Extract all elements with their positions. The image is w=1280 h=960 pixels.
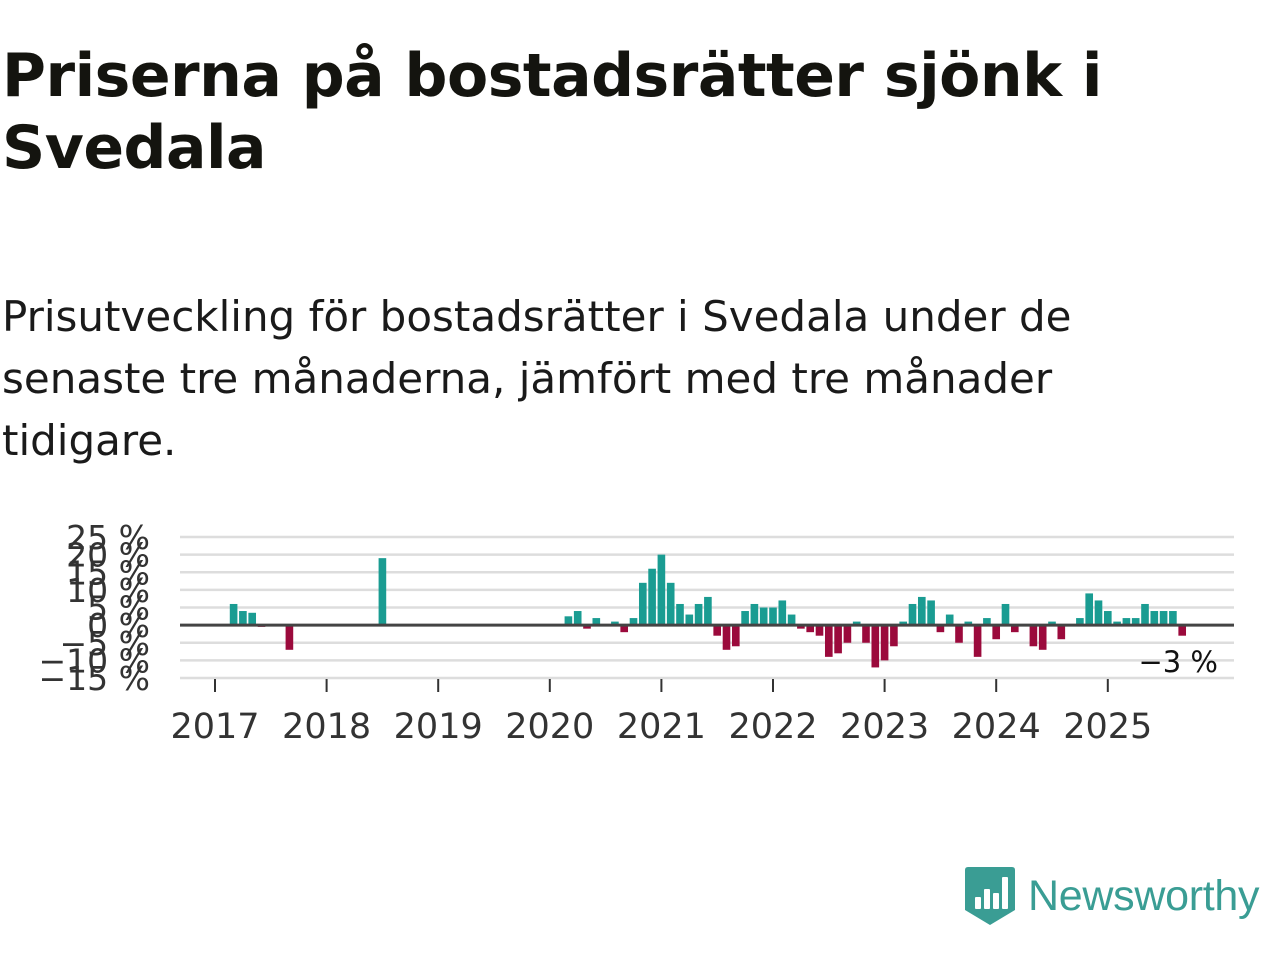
- bar: [248, 612, 257, 626]
- bar: [908, 603, 917, 626]
- bar: [239, 611, 247, 626]
- bar: [787, 614, 796, 626]
- bar: [629, 618, 638, 626]
- bar: [1048, 621, 1056, 626]
- bar: [797, 625, 805, 629]
- bar-chart: 25 %20 %15 %10 %5 %0 %−5 %−10 %−15 % 201…: [39, 518, 1234, 740]
- bar: [927, 600, 935, 626]
- newsworthy-logo: Newsworthy: [964, 864, 1259, 928]
- x-tick-label: 2023: [840, 707, 929, 740]
- x-tick-label: 2019: [394, 707, 483, 740]
- x-tick-label: 2021: [617, 707, 706, 740]
- bar: [880, 625, 889, 661]
- bar: [638, 582, 647, 626]
- x-tick-label: 2022: [728, 707, 817, 740]
- bar: [741, 611, 749, 626]
- bar: [285, 625, 294, 650]
- bar: [676, 603, 684, 626]
- bar: [917, 596, 926, 626]
- page-title: Priserna på bostadsrätter sjönk i Svedal…: [2, 41, 1102, 183]
- bar: [648, 568, 656, 626]
- bar: [378, 558, 387, 626]
- bar: [1010, 625, 1019, 633]
- bar: [731, 625, 740, 647]
- bar: [983, 618, 991, 626]
- chart-annotation: −3 %: [1138, 645, 1218, 679]
- bar: [815, 625, 824, 636]
- bar: [862, 625, 870, 643]
- bar: [1038, 625, 1047, 650]
- bar: [964, 621, 973, 626]
- bar: [843, 625, 852, 643]
- bar: [1141, 603, 1149, 626]
- chart-x-axis: 2017 2018 2019 2020 2021 2022 2023 2024 2025: [170, 679, 1152, 740]
- bar: [1169, 611, 1177, 626]
- bar: [1001, 603, 1010, 626]
- bar: [229, 603, 238, 626]
- y-tick-label: 10 %: [66, 571, 150, 610]
- chart-y-axis: 25 %20 %15 %10 %5 %0 %−5 %−10 %−15 %: [39, 518, 151, 698]
- bar: [1085, 593, 1094, 626]
- bar: [1122, 618, 1131, 626]
- bar: [945, 614, 954, 626]
- bar: [1113, 621, 1121, 626]
- newsworthy-logo-icon: [965, 867, 1015, 925]
- y-tick-label: −15 %: [39, 659, 151, 698]
- bar: [778, 600, 787, 626]
- bar: [666, 582, 675, 626]
- x-tick-label: 2024: [952, 707, 1041, 740]
- bar: [890, 625, 898, 647]
- y-tick-label: 5 %: [87, 589, 150, 628]
- x-tick-label: 2025: [1063, 707, 1152, 740]
- bar: [1103, 611, 1112, 626]
- bar: [564, 616, 573, 626]
- bar: [1057, 625, 1066, 640]
- bar: [704, 596, 712, 626]
- bar: [685, 614, 694, 626]
- bar: [620, 625, 629, 633]
- bar: [834, 625, 842, 654]
- last-value-label: −3 %: [1138, 645, 1218, 679]
- bar: [1150, 611, 1159, 626]
- bar: [592, 618, 601, 626]
- bar: [955, 625, 963, 643]
- bar: [1076, 618, 1084, 626]
- bar: [1159, 611, 1168, 626]
- bar: [1178, 625, 1187, 636]
- brand-name: Newsworthy: [1028, 871, 1260, 920]
- chart-bars: [229, 554, 1187, 668]
- x-tick-label: 2018: [282, 707, 371, 740]
- bar: [936, 625, 945, 633]
- bar: [806, 625, 815, 633]
- bar: [992, 625, 1001, 640]
- bar: [852, 621, 861, 626]
- bar: [583, 625, 591, 629]
- y-tick-label: 0 %: [87, 606, 150, 645]
- bar: [871, 625, 880, 668]
- y-tick-label: 15 %: [66, 553, 150, 592]
- bar: [769, 607, 777, 626]
- bar: [1094, 600, 1103, 626]
- bar: [573, 611, 582, 626]
- x-tick-label: 2020: [505, 707, 594, 740]
- x-tick-label: 2017: [170, 707, 259, 740]
- bar: [713, 625, 722, 636]
- y-tick-label: −10 %: [39, 641, 151, 680]
- bar: [973, 625, 982, 657]
- bar: [611, 621, 619, 626]
- bar: [899, 621, 908, 626]
- bar: [1029, 625, 1038, 647]
- bar: [759, 607, 768, 626]
- y-tick-label: −5 %: [60, 624, 151, 663]
- bar: [657, 554, 666, 626]
- y-tick-label: 25 %: [66, 518, 150, 557]
- y-tick-label: 20 %: [66, 536, 150, 575]
- page-subtitle: Prisutveckling för bostadsrätter i Sveda…: [2, 292, 1072, 465]
- bar: [1131, 618, 1140, 626]
- bar: [824, 625, 833, 657]
- bar: [750, 603, 759, 626]
- bar: [722, 625, 731, 650]
- bar: [694, 603, 703, 626]
